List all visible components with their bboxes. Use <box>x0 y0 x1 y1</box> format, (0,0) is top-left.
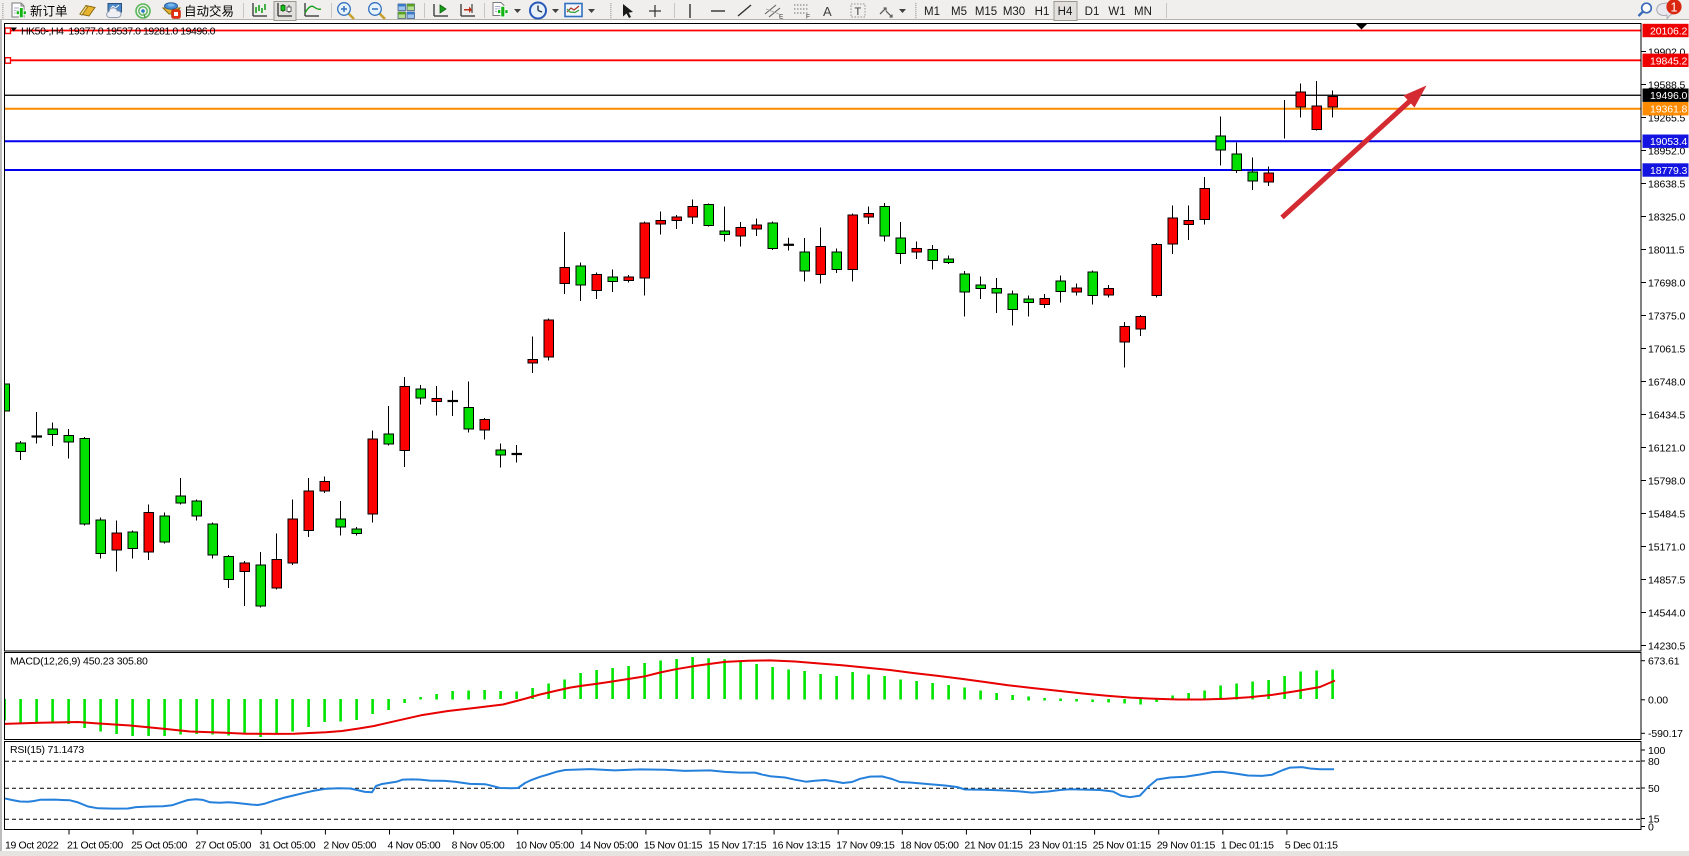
svg-text:E: E <box>779 14 784 21</box>
svg-text:15798.0: 15798.0 <box>1648 475 1686 487</box>
svg-text:17 Nov 09:15: 17 Nov 09:15 <box>836 840 895 852</box>
svg-text:19 Oct 2022: 19 Oct 2022 <box>5 840 59 852</box>
svg-text:MN: MN <box>1134 6 1152 18</box>
svg-text:2 Nov 05:00: 2 Nov 05:00 <box>323 840 376 852</box>
svg-text:19845.2: 19845.2 <box>1650 55 1688 67</box>
svg-text:4 Nov 05:00: 4 Nov 05:00 <box>388 840 441 852</box>
svg-text:100: 100 <box>1648 745 1665 757</box>
svg-text:18779.3: 18779.3 <box>1650 165 1688 177</box>
svg-text:1 Dec 01:15: 1 Dec 01:15 <box>1221 840 1274 852</box>
svg-text:673.61: 673.61 <box>1648 656 1680 668</box>
svg-text:15 Nov 17:15: 15 Nov 17:15 <box>708 840 767 852</box>
svg-text:14230.5: 14230.5 <box>1648 640 1686 652</box>
svg-text:15171.0: 15171.0 <box>1648 541 1686 553</box>
svg-text:17061.5: 17061.5 <box>1648 343 1686 355</box>
svg-text:M15: M15 <box>975 6 997 18</box>
svg-text:16434.5: 16434.5 <box>1648 409 1686 421</box>
svg-text:19496.0: 19496.0 <box>1650 90 1688 102</box>
svg-text:-590.17: -590.17 <box>1648 728 1683 740</box>
svg-text:18952.0: 18952.0 <box>1648 145 1686 157</box>
svg-text:A: A <box>823 4 832 19</box>
svg-text:F: F <box>806 14 810 21</box>
svg-text:14544.0: 14544.0 <box>1648 607 1686 619</box>
svg-text:18325.0: 18325.0 <box>1648 211 1686 223</box>
svg-text:16121.0: 16121.0 <box>1648 442 1686 454</box>
svg-text:15484.5: 15484.5 <box>1648 508 1686 520</box>
svg-text:25 Oct 05:00: 25 Oct 05:00 <box>131 840 187 852</box>
svg-text:新订单: 新订单 <box>30 4 68 19</box>
svg-text:H1: H1 <box>1035 6 1050 18</box>
svg-text:14 Nov 05:00: 14 Nov 05:00 <box>580 840 639 852</box>
svg-text:H4: H4 <box>1058 6 1073 18</box>
svg-text:D1: D1 <box>1085 6 1100 18</box>
svg-text:W1: W1 <box>1108 6 1125 18</box>
svg-text:17375.0: 17375.0 <box>1648 310 1686 322</box>
svg-text:14857.5: 14857.5 <box>1648 574 1686 586</box>
svg-text:27 Oct 05:00: 27 Oct 05:00 <box>195 840 251 852</box>
svg-text:18638.5: 18638.5 <box>1648 178 1686 190</box>
svg-text:17698.0: 17698.0 <box>1648 277 1686 289</box>
svg-text:M30: M30 <box>1003 6 1025 18</box>
svg-text:80: 80 <box>1648 756 1660 768</box>
svg-text:25 Nov 01:15: 25 Nov 01:15 <box>1093 840 1152 852</box>
svg-text:21 Oct 05:00: 21 Oct 05:00 <box>67 840 123 852</box>
svg-text:8 Nov 05:00: 8 Nov 05:00 <box>452 840 505 852</box>
svg-text:自动交易: 自动交易 <box>184 4 234 19</box>
svg-text:RSI(15) 71.1473: RSI(15) 71.1473 <box>10 744 84 756</box>
svg-text:29 Nov 01:15: 29 Nov 01:15 <box>1157 840 1216 852</box>
svg-text:5 Dec 01:15: 5 Dec 01:15 <box>1285 840 1338 852</box>
svg-text:10 Nov 05:00: 10 Nov 05:00 <box>516 840 575 852</box>
svg-text:15: 15 <box>1648 813 1660 825</box>
svg-text:18011.5: 18011.5 <box>1648 244 1685 256</box>
svg-text:M1: M1 <box>924 6 940 18</box>
svg-text:18 Nov 05:00: 18 Nov 05:00 <box>900 840 959 852</box>
svg-text:23 Nov 01:15: 23 Nov 01:15 <box>1029 840 1088 852</box>
svg-text:15 Nov 01:15: 15 Nov 01:15 <box>644 840 703 852</box>
svg-text:M5: M5 <box>951 6 967 18</box>
svg-text:19053.4: 19053.4 <box>1650 136 1688 148</box>
svg-text:0: 0 <box>1648 821 1654 833</box>
svg-text:MACD(12,26,9) 450.23 305.80: MACD(12,26,9) 450.23 305.80 <box>10 656 148 668</box>
svg-text:21 Nov 01:15: 21 Nov 01:15 <box>964 840 1023 852</box>
svg-text:16748.0: 16748.0 <box>1648 376 1686 388</box>
svg-text:31 Oct 05:00: 31 Oct 05:00 <box>259 840 315 852</box>
svg-text:50: 50 <box>1648 783 1660 795</box>
svg-text:20106.2: 20106.2 <box>1650 26 1688 38</box>
svg-text:HK50-,H4 19377.0 19537.0 1928: HK50-,H4 19377.0 19537.0 19281.0 19496.0 <box>21 26 216 38</box>
svg-text:16 Nov 13:15: 16 Nov 13:15 <box>772 840 831 852</box>
svg-text:T: T <box>855 6 862 18</box>
svg-text:0.00: 0.00 <box>1648 695 1668 707</box>
svg-text:19588.5: 19588.5 <box>1648 79 1686 91</box>
svg-text:19361.8: 19361.8 <box>1650 104 1688 116</box>
svg-text:1: 1 <box>1671 0 1678 14</box>
